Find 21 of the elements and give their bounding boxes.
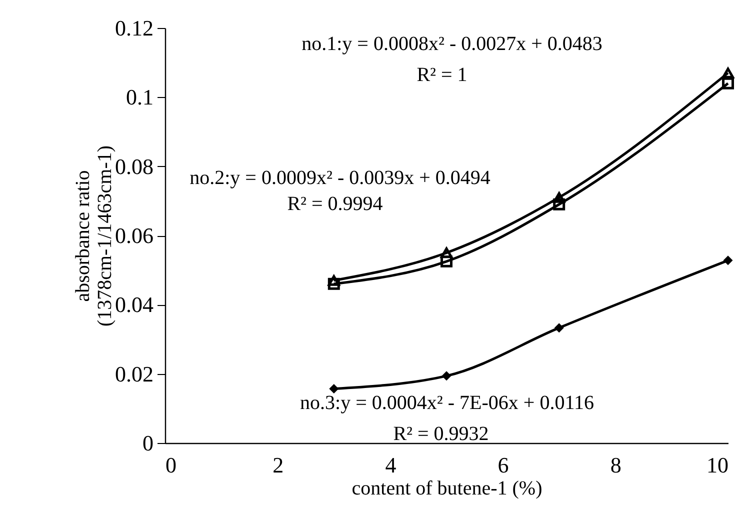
annotation: R² = 0.9994 — [287, 193, 383, 215]
y-tick-label: 0.08 — [115, 154, 154, 179]
y-tick-label: 0.12 — [115, 16, 154, 40]
y-tick-label: 0 — [142, 430, 154, 456]
annotation: no.1:y = 0.0008x² - 0.0027x + 0.0483 — [302, 33, 602, 55]
x-tick-label: 4 — [385, 452, 396, 478]
x-tick-label: 6 — [498, 452, 509, 478]
y-axis-title: absorbance ratio (1378cm-1/1463cm-1) — [72, 145, 116, 327]
annotation: no.2:y = 0.0009x² - 0.0039x + 0.0494 — [190, 167, 490, 189]
annotation: R² = 1 — [416, 64, 468, 86]
x-tick-label: 10 — [706, 452, 728, 478]
x-tick-label: 8 — [610, 452, 622, 478]
x-tick-label: 0 — [166, 452, 176, 478]
y-tick-label: 0.02 — [115, 361, 154, 386]
y-tick-label: 0.1 — [126, 84, 154, 110]
y-tick-label: 0.06 — [115, 223, 154, 248]
annotation: no.3:y = 0.0004x² - 7E-06x + 0.0116 — [300, 392, 594, 414]
annotation: R² = 0.9932 — [393, 423, 489, 445]
x-axis-title: content of butene-1 (%) — [352, 478, 542, 500]
y-tick-label: 0.04 — [115, 292, 154, 318]
x-tick-label: 2 — [272, 452, 284, 478]
